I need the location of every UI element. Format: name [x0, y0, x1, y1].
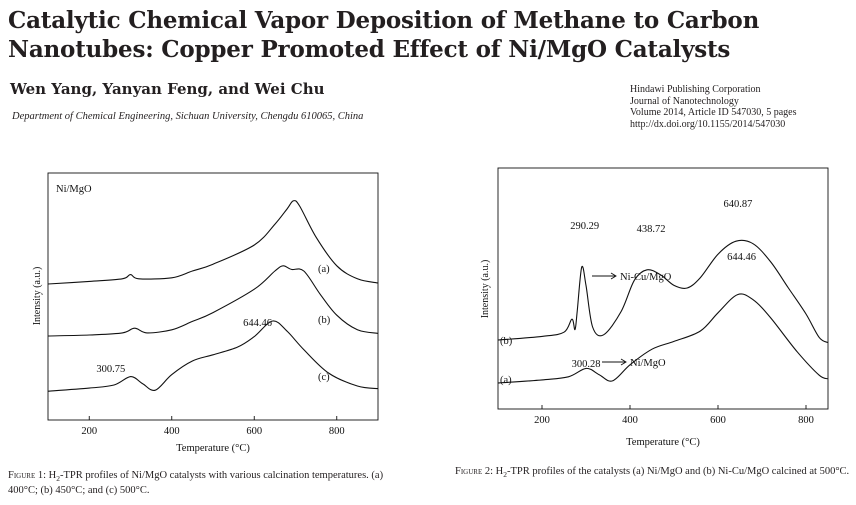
xtick-label-400: 400 [622, 415, 638, 426]
figure2-caption-h: H [495, 466, 504, 477]
figure1-series [47, 200, 379, 392]
affiliation: Department of Chemical Engineering, Sich… [12, 111, 364, 122]
xtick-label-600: 600 [246, 426, 262, 437]
figure2-xticks: 200 400 600 800 [534, 405, 814, 426]
xtick-label-600: 600 [710, 415, 726, 426]
paper-title: Catalytic Chemical Vapor Deposition of M… [8, 6, 848, 64]
arrow-head-icon [620, 358, 627, 366]
xtick-label-800: 800 [329, 426, 345, 437]
volume-info: Volume 2014, Article ID 547030, 5 pages [630, 107, 797, 118]
figure2-annotation: 644.46 [727, 252, 756, 263]
xtick-label-400: 400 [164, 426, 180, 437]
figure2-caption-label: Figure 2: [455, 466, 494, 477]
figure2-annotation: Ni/MgO [630, 358, 666, 369]
figure2-annotation: 438.72 [637, 224, 666, 235]
journal-name: Journal of Nanotechnology [630, 95, 739, 107]
figure1-panel-title: Ni/MgO [56, 184, 92, 195]
figure2-caption-text: -TPR profiles of the catalysts (a) Ni/Mg… [507, 466, 850, 477]
figure1-caption-sub: 2 [56, 474, 60, 484]
figure1-annotation: (b) [318, 315, 331, 326]
figure2-ylabel: Intensity (a.u.) [480, 260, 491, 319]
figure1-xticks: 200 400 600 800 [81, 416, 345, 437]
paper-title-line1: Catalytic Chemical Vapor Deposition of M… [8, 7, 760, 34]
figure1-series-line-b [47, 265, 379, 337]
figure1-caption-text: -TPR profiles of Ni/MgO catalysts with v… [8, 470, 384, 497]
xtick-label-200: 200 [534, 415, 550, 426]
arrow-head-icon [610, 272, 617, 280]
figure1-caption: Figure 1: H2-TPR profiles of Ni/MgO cata… [8, 470, 398, 497]
figure1-ylabel: Intensity (a.u.) [32, 267, 43, 326]
paper-title-line2: Nanotubes: Copper Promoted Effect of Ni/… [8, 36, 731, 63]
figure2-caption: Figure 2: H2-TPR profiles of the catalys… [455, 466, 850, 481]
publication-info: Hindawi Publishing Corporation Journal o… [630, 84, 854, 130]
figure2-series-line-b [497, 239, 829, 344]
figure1-annotation: 300.75 [96, 364, 125, 375]
figure1-annotation: (c) [318, 372, 330, 383]
figure1-annotation: 644.46 [243, 318, 272, 329]
figure1-caption-h: H [48, 470, 57, 481]
xtick-label-800: 800 [798, 415, 814, 426]
figure2-chart: Intensity (a.u.) Temperature (°C) 200 400… [480, 167, 829, 448]
figure2-annotation: (b) [500, 336, 513, 347]
figure1-series-line-c [47, 320, 379, 392]
figure2-annotation: Ni-Cu/MgO [620, 272, 672, 283]
figure2-annotations: 290.29 438.72 640.87 644.46 300.28 Ni-Cu/MgO N… [500, 199, 756, 386]
figure1-plot-frame [47, 172, 379, 421]
figure2-annotation: 640.87 [724, 199, 753, 210]
xtick-label-200: 200 [81, 426, 97, 437]
figure1-annotations: 300.75 644.46 (a) (b) (c) [96, 264, 330, 383]
figure1-annotation: (a) [318, 264, 330, 275]
author-list: Wen Yang, Yanyan Feng, and Wei Chu [10, 80, 325, 98]
figure2-xlabel: Temperature (°C) [626, 437, 700, 448]
publisher: Hindawi Publishing Corporation [630, 84, 761, 95]
figure1-chart: Ni/MgO Intensity (a.u.) Temperature (°C)… [32, 172, 379, 454]
figure2-annotation: (a) [500, 375, 512, 386]
figure2-annotation: 290.29 [570, 221, 599, 232]
figure2-annotation: 300.28 [572, 359, 601, 370]
figure1-series-line-a [47, 200, 379, 285]
figure1-xlabel: Temperature (°C) [176, 443, 250, 454]
figure1-caption-label: Figure 1: [8, 470, 47, 481]
figure2-caption-sub: 2 [503, 470, 507, 480]
figure2-series-line-a [497, 293, 829, 384]
doi-link[interactable]: http://dx.doi.org/10.1155/2014/547030 [630, 118, 786, 130]
figure2-plot-frame [497, 167, 829, 410]
figure2-series [497, 239, 829, 384]
